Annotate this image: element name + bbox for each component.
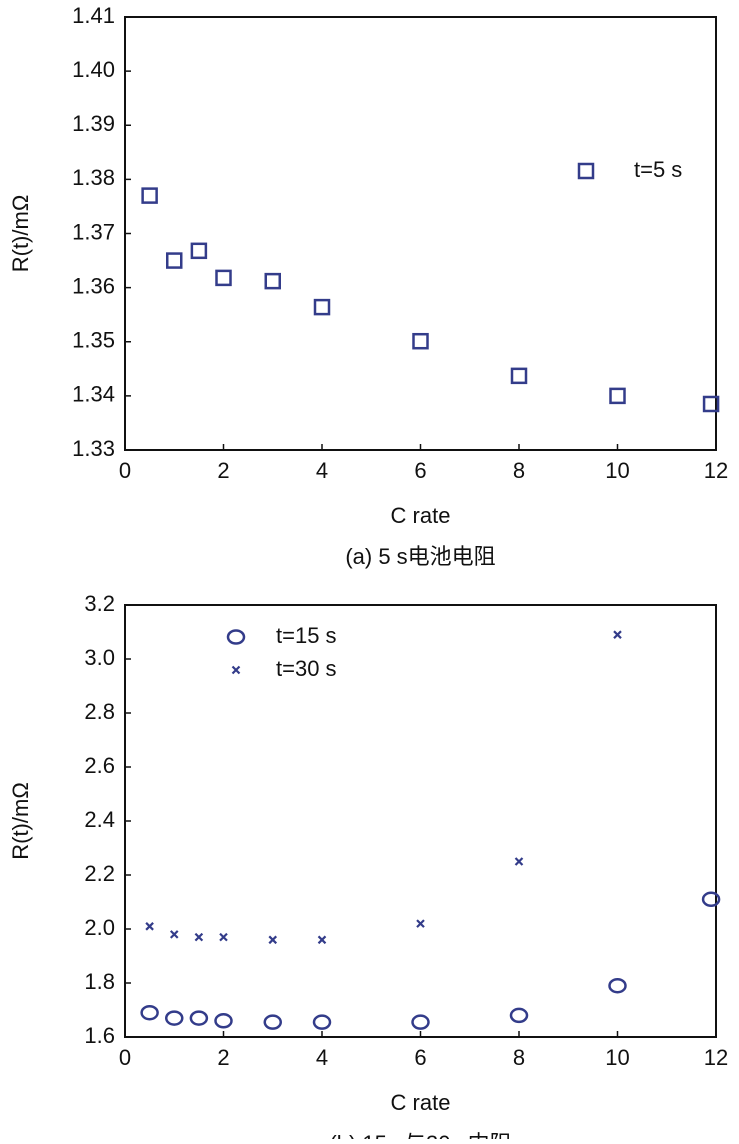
- point: [701, 891, 721, 908]
- point: [190, 242, 208, 260]
- x-tick-label: 6: [414, 458, 426, 483]
- y-tick-label: 2.0: [84, 915, 115, 940]
- caption: (b) 15 s与30 s内阻: [329, 1131, 511, 1139]
- point: [214, 1013, 233, 1029]
- point: [613, 630, 622, 639]
- y-tick-label: 2.4: [84, 807, 115, 832]
- point: [165, 1010, 184, 1026]
- y-tick-label: 1.8: [84, 969, 115, 994]
- x-axis-label: C rate: [391, 503, 451, 528]
- point: [317, 935, 327, 945]
- y-tick-label: 1.35: [72, 328, 115, 353]
- y-tick-label: 1.39: [72, 111, 115, 136]
- point: [215, 269, 232, 287]
- x-axis-label: C rate: [391, 1090, 451, 1115]
- x-tick-label: 0: [119, 1045, 131, 1070]
- point: [608, 977, 627, 994]
- y-tick-label: 2.6: [84, 753, 115, 778]
- x-tick-label: 4: [316, 1045, 328, 1070]
- legend-label: t=30 s: [276, 656, 337, 681]
- point: [312, 1014, 332, 1030]
- point: [169, 930, 179, 939]
- point: [510, 367, 528, 385]
- x-tick-label: 10: [605, 458, 629, 483]
- y-axis-label: R(t)/mΩ: [8, 195, 33, 273]
- point: [514, 857, 524, 866]
- x-tick-label: 10: [605, 1045, 629, 1070]
- x-tick-label: 12: [704, 1045, 728, 1070]
- y-tick-label: 1.41: [72, 3, 115, 28]
- plot-frame: [124, 16, 717, 451]
- point: [194, 932, 204, 942]
- y-tick-label: 2.8: [84, 699, 115, 724]
- legend-marker: [231, 665, 241, 675]
- y-tick-label: 1.6: [84, 1023, 115, 1048]
- y-tick-label: 3.0: [84, 645, 115, 670]
- point: [166, 252, 183, 269]
- x-tick-label: 2: [217, 1045, 229, 1070]
- y-tick-label: 1.40: [72, 57, 115, 82]
- point: [609, 387, 626, 405]
- legend-marker: [226, 629, 246, 645]
- point: [219, 932, 228, 942]
- x-tick-label: 12: [704, 458, 728, 483]
- point: [189, 1010, 209, 1026]
- x-tick-label: 6: [414, 1045, 426, 1070]
- point: [141, 187, 158, 204]
- legend-label: t=15 s: [276, 623, 337, 648]
- y-axis-label: R(t)/mΩ: [8, 782, 33, 860]
- plot-frame: [124, 604, 717, 1038]
- point: [263, 1014, 282, 1030]
- point: [702, 395, 720, 413]
- caption: (a) 5 s电池电阻: [345, 544, 495, 569]
- point: [313, 298, 331, 316]
- x-tick-label: 2: [217, 458, 229, 483]
- y-tick-label: 2.2: [84, 861, 115, 886]
- y-tick-label: 1.38: [72, 165, 115, 190]
- point: [264, 272, 281, 290]
- point: [411, 1014, 430, 1030]
- y-tick-label: 3.2: [84, 591, 115, 616]
- y-tick-label: 1.34: [72, 382, 115, 407]
- y-tick-label: 1.33: [72, 436, 115, 461]
- x-tick-label: 8: [513, 458, 525, 483]
- x-tick-label: 8: [513, 1045, 525, 1070]
- legend-marker: [577, 162, 595, 180]
- point: [140, 1004, 159, 1021]
- x-tick-label: 4: [316, 458, 328, 483]
- point: [416, 919, 425, 928]
- legend-label: t=5 s: [634, 157, 682, 182]
- point: [145, 922, 154, 931]
- y-tick-label: 1.37: [72, 219, 115, 244]
- point: [268, 935, 278, 945]
- y-tick-label: 1.36: [72, 273, 115, 298]
- point: [412, 332, 429, 350]
- point: [509, 1007, 529, 1024]
- x-tick-label: 0: [119, 458, 131, 483]
